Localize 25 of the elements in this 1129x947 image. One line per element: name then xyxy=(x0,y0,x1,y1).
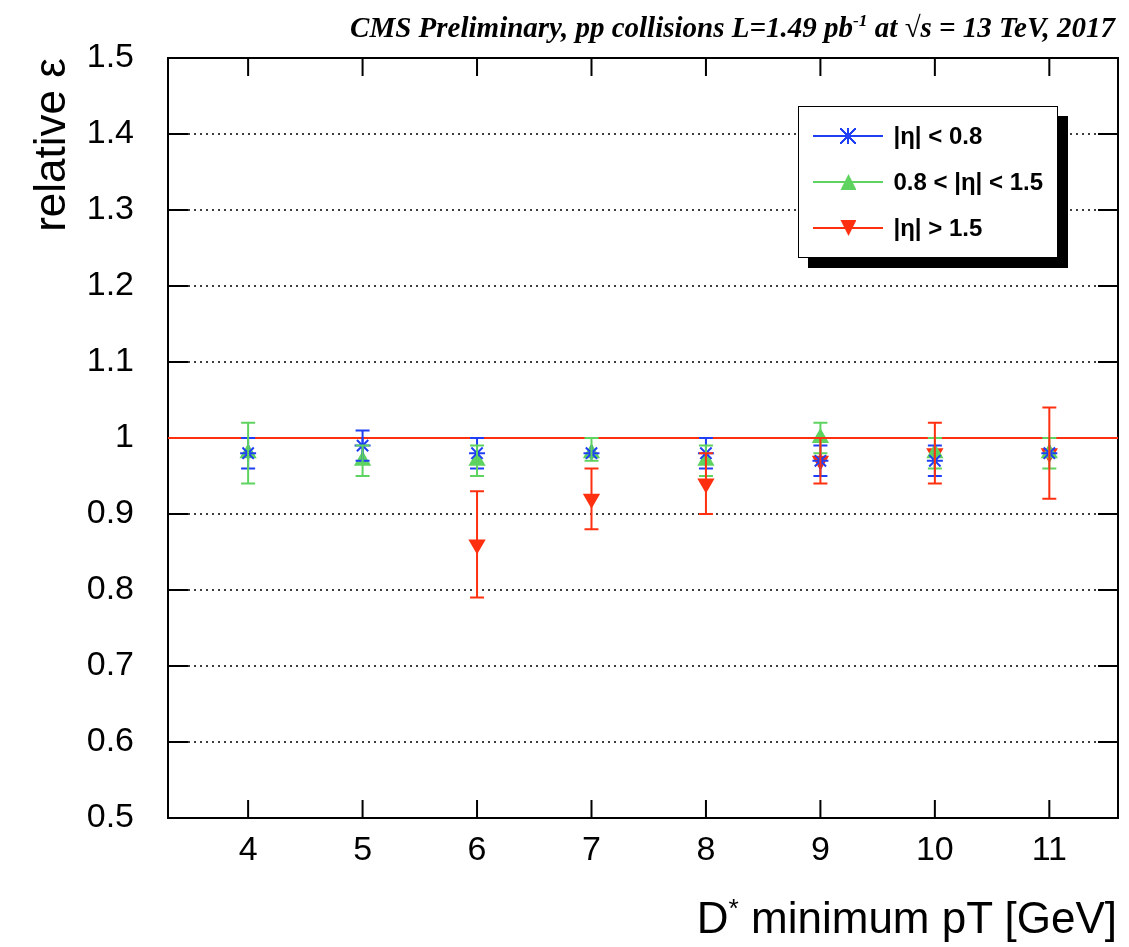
x-tick-label: 5 xyxy=(353,828,373,867)
x-tick-label: 7 xyxy=(582,828,601,867)
y-axis-title: relative ε xyxy=(25,57,75,234)
y-tick-label: 1.4 xyxy=(86,112,134,151)
y-tick-label: 0.7 xyxy=(86,644,134,683)
x-tick-label: 10 xyxy=(915,828,954,867)
y-tick-label: 1.2 xyxy=(86,264,134,303)
y-tick-label: 0.6 xyxy=(86,720,134,759)
y-tick-label: 0.9 xyxy=(86,492,134,531)
y-tick-label: 1.5 xyxy=(86,36,134,75)
legend-label: 0.8 < |η| < 1.5 xyxy=(893,168,1043,196)
y-tick-label: 0.8 xyxy=(86,568,134,607)
legend-label: |η| < 0.8 xyxy=(893,122,983,150)
x-axis-title: D$^{*}$ minimum pT [GeV] xyxy=(696,893,1117,943)
x-tick-label: 9 xyxy=(810,828,830,867)
chart-title: CMS Preliminary, pp collisions L=1.49 pb$^{-1}$ at √s = 13 TeV, 2017 xyxy=(350,10,1115,44)
y-tick-label: 1.3 xyxy=(86,188,134,227)
y-tick-label: 1 xyxy=(115,416,134,455)
y-tick-label: 0.5 xyxy=(86,796,134,835)
x-tick-label: 6 xyxy=(467,828,487,867)
x-tick-label: 4 xyxy=(238,828,258,867)
legend-label: |η| > 1.5 xyxy=(893,214,983,242)
x-tick-label: 8 xyxy=(696,828,716,867)
y-tick-label: 1.1 xyxy=(86,340,134,379)
x-tick-label: 11 xyxy=(1031,828,1067,867)
